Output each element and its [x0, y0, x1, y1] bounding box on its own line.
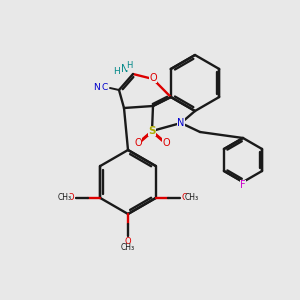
Text: H: H — [114, 68, 120, 76]
Text: N: N — [94, 83, 100, 92]
Text: S: S — [148, 126, 156, 136]
Text: O: O — [68, 194, 75, 202]
Text: N: N — [177, 118, 185, 128]
Text: F: F — [240, 180, 246, 190]
Text: CH₃: CH₃ — [185, 194, 199, 202]
Text: H: H — [126, 61, 132, 70]
Text: O: O — [162, 138, 170, 148]
Text: O: O — [134, 138, 142, 148]
Text: CH₃: CH₃ — [121, 244, 135, 253]
Text: C: C — [102, 83, 108, 92]
Text: CH₃: CH₃ — [57, 194, 71, 202]
Text: O: O — [149, 73, 157, 83]
Text: O: O — [182, 194, 188, 202]
Text: O: O — [125, 236, 131, 245]
Text: N: N — [121, 64, 129, 74]
